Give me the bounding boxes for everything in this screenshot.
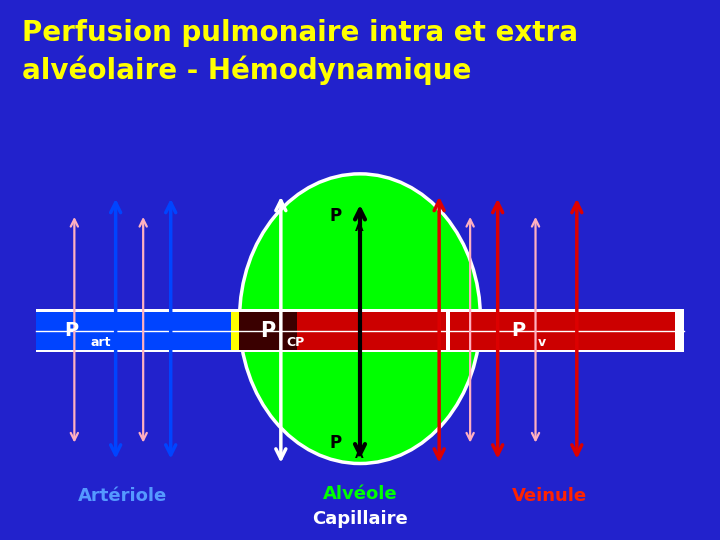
Text: art: art	[90, 336, 111, 349]
Text: v: v	[538, 336, 546, 349]
Text: A: A	[355, 450, 364, 461]
Text: Perfusion pulmonaire intra et extra
alvéolaire - Hémodynamique: Perfusion pulmonaire intra et extra alvé…	[22, 19, 577, 85]
Text: P: P	[260, 321, 276, 341]
Text: Alvéole: Alvéole	[323, 485, 397, 503]
Text: A: A	[355, 223, 364, 233]
Bar	[238, 312, 297, 350]
Bar	[37, 312, 233, 350]
Text: P: P	[329, 207, 341, 225]
Ellipse shape	[240, 174, 480, 463]
Text: Artériole: Artériole	[78, 487, 167, 505]
Text: Veinule: Veinule	[512, 487, 587, 505]
Bar	[231, 312, 239, 350]
Bar	[37, 309, 683, 352]
Text: CP: CP	[287, 336, 305, 349]
Bar	[297, 312, 675, 350]
Bar	[233, 312, 250, 350]
Text: P: P	[329, 434, 341, 453]
Text: P: P	[64, 321, 78, 340]
Bar	[446, 309, 450, 352]
Text: P: P	[511, 321, 526, 340]
Text: Capillaire: Capillaire	[312, 510, 408, 528]
